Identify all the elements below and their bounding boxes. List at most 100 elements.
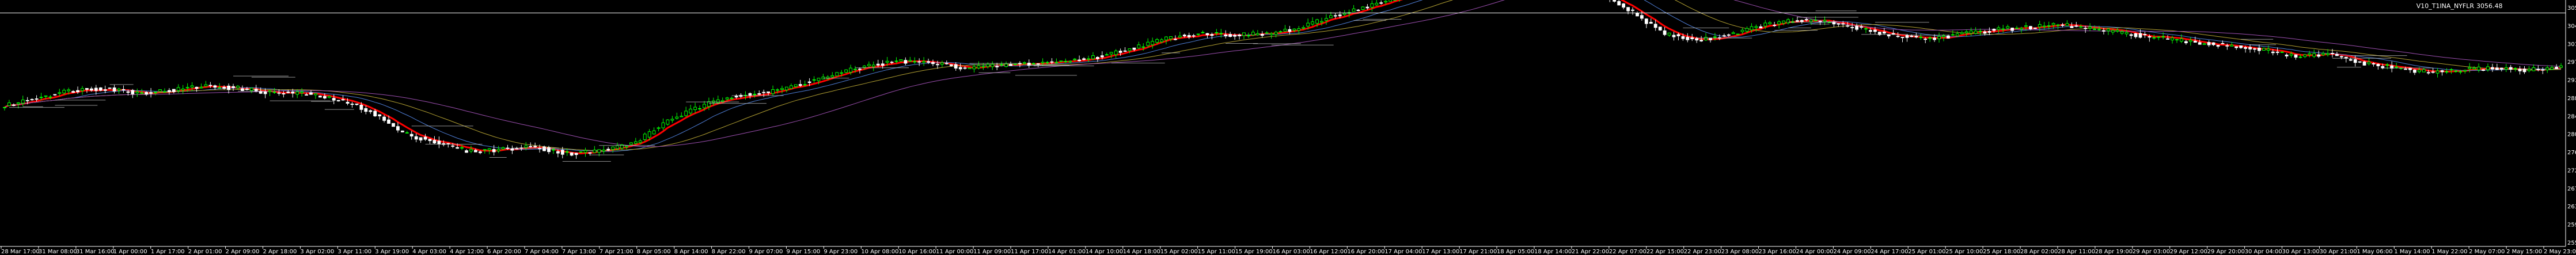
candle-body [1329,15,1333,18]
candle-body [2244,47,2247,49]
time-tick-label: 21 Apr 22:00 [1572,249,1609,255]
time-tick-label: 7 Apr 21:00 [600,249,633,255]
candle-body [405,132,409,134]
candle-body [1905,35,1909,38]
candle-body [1132,47,1136,50]
moving-averages [4,0,2562,155]
candle-body [927,61,930,63]
ma-line-3 [4,0,2562,151]
candle [1105,52,1109,56]
candle-body [208,85,213,86]
time-tick-label: 10 Apr 08:00 [861,249,898,255]
candle [1740,28,1744,35]
candle [1178,32,1182,39]
candle [995,63,999,70]
candle [2134,32,2138,39]
candle [2207,40,2211,47]
candle-body [1786,19,1790,24]
candle-body [135,92,139,93]
candle [1255,30,1259,36]
time-tick-label: 16 Apr 03:00 [1273,249,1310,255]
candle-body [1823,20,1827,22]
candle [1686,33,1690,43]
candle-body [707,101,711,107]
time-tick-label: 6 Apr 20:00 [487,249,521,255]
candle [2070,22,2074,28]
time-tick-label: 11 Apr 00:00 [936,249,973,255]
candle-body [185,87,189,89]
candle [1736,33,1740,35]
candle-body [1255,33,1259,36]
candle [1983,30,1987,36]
candle [1969,27,1973,36]
candle-body [762,92,766,93]
candle-body [479,151,482,153]
candle-body [1283,29,1287,32]
candle [1869,28,1872,35]
candle [1777,20,1781,29]
time-tick-label: 23 Apr 08:00 [1721,249,1759,255]
candle-body [771,89,775,94]
candle [1896,32,1900,38]
candle [1978,28,1982,36]
candle-body [1667,32,1671,36]
candle-body [90,88,93,91]
candle [145,91,149,96]
candle [168,88,171,95]
candle [25,97,29,105]
candle-body [364,108,368,112]
candle-body [327,96,331,98]
candle [634,138,638,145]
candle [58,89,62,97]
candle-body [1288,29,1292,32]
candle-body [1009,64,1012,66]
candle-body [1855,26,1858,30]
candle [2180,34,2183,43]
candle-body [1100,55,1104,58]
candle-body [830,75,834,78]
candle-body [1983,31,1987,34]
candle [1000,61,1003,67]
candle-body [7,102,11,106]
candle [2303,54,2307,59]
candle-body [414,136,418,140]
candle-body [1992,29,1996,31]
candle [1325,14,1328,25]
candle [1196,33,1200,36]
candle [241,85,244,92]
candle [2559,63,2563,68]
candle-body [2321,53,2325,55]
candle [131,89,135,98]
candle [547,146,551,154]
candle [949,64,953,67]
candle [263,88,267,98]
candle [1274,31,1278,37]
candle [227,83,231,94]
candle [1210,32,1214,40]
candle-body [876,63,880,66]
candle-body [2491,67,2494,70]
candle-body [506,147,510,149]
candle-body [652,130,656,135]
candle-body [2404,68,2408,70]
candle [972,64,976,73]
candle-body [616,145,619,149]
candle [2061,22,2065,28]
candle-body [2216,45,2220,47]
candle [332,94,336,105]
candle-body [2418,70,2421,73]
candle [885,56,889,66]
candle-body [2084,28,2088,29]
candle-body [1896,36,1900,37]
candle-body [172,89,176,92]
candle [2193,36,2197,43]
candle-body [2134,33,2138,37]
candle-body [849,67,852,73]
candle-body [2115,29,2119,32]
time-tick-label: 22 Apr 07:00 [1609,249,1646,255]
candle [2051,22,2055,29]
candle-body [638,140,642,143]
candle [583,147,587,157]
candle [2468,63,2472,73]
